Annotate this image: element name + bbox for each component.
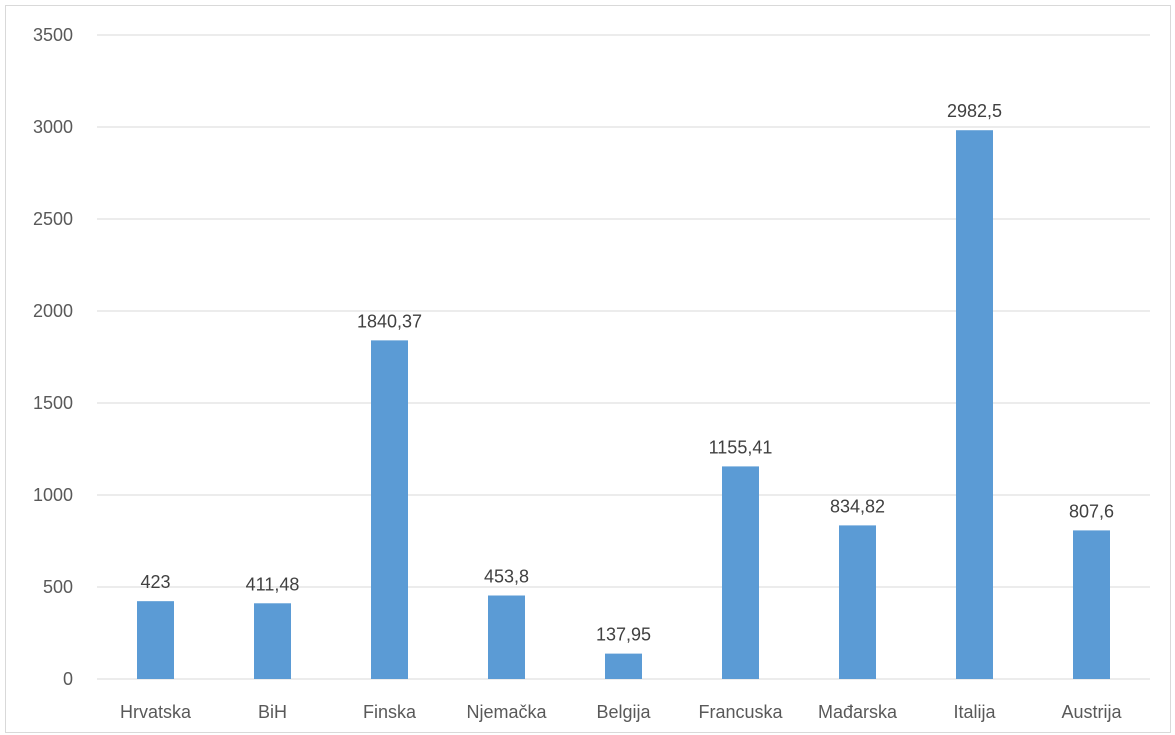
data-labels: 423 411,48 1840,37 453,8 137,95 1155,41 834,82… — [140, 101, 1114, 644]
bar-austrija — [1073, 530, 1110, 679]
y-tick-label: 0 — [63, 669, 73, 689]
data-label: 1155,41 — [709, 437, 773, 457]
x-category-label: Njemačka — [466, 702, 547, 722]
data-label: 137,95 — [596, 625, 651, 645]
y-tick-label: 1500 — [33, 393, 73, 413]
y-tick-label: 3000 — [33, 117, 73, 137]
bar-mađarska — [839, 525, 876, 679]
data-label: 423 — [140, 572, 170, 592]
y-tick-label: 3500 — [33, 25, 73, 45]
y-axis-ticks: 0 500 1000 1500 2000 2500 3000 3500 — [33, 25, 73, 689]
x-axis-categories: Hrvatska BiH Finska Njemačka Belgija Francusk… — [120, 702, 1123, 722]
bars — [137, 130, 1110, 680]
bar-italija — [956, 130, 993, 680]
x-category-label: Finska — [363, 702, 417, 722]
bar-finska — [371, 340, 408, 679]
data-label: 1840,37 — [357, 311, 422, 331]
data-label: 411,48 — [246, 574, 300, 594]
x-category-label: Austrija — [1061, 702, 1122, 722]
bar-hrvatska — [137, 601, 174, 679]
y-tick-label: 2500 — [33, 209, 73, 229]
data-label: 834,82 — [830, 496, 885, 516]
data-label: 807,6 — [1069, 501, 1114, 521]
y-tick-label: 1000 — [33, 485, 73, 505]
x-category-label: Hrvatska — [120, 702, 192, 722]
x-category-label: BiH — [258, 702, 287, 722]
bar-njemačka — [488, 595, 525, 679]
bar-francuska — [722, 466, 759, 679]
data-label: 2982,5 — [947, 101, 1002, 121]
y-tick-label: 2000 — [33, 301, 73, 321]
data-label: 453,8 — [484, 567, 529, 587]
x-category-label: Belgija — [596, 702, 651, 722]
x-category-label: Italija — [953, 702, 996, 722]
x-category-label: Francuska — [698, 702, 783, 722]
bar-belgija — [605, 653, 642, 679]
y-tick-label: 500 — [43, 577, 73, 597]
bar-bih — [254, 603, 291, 679]
x-category-label: Mađarska — [818, 702, 898, 722]
